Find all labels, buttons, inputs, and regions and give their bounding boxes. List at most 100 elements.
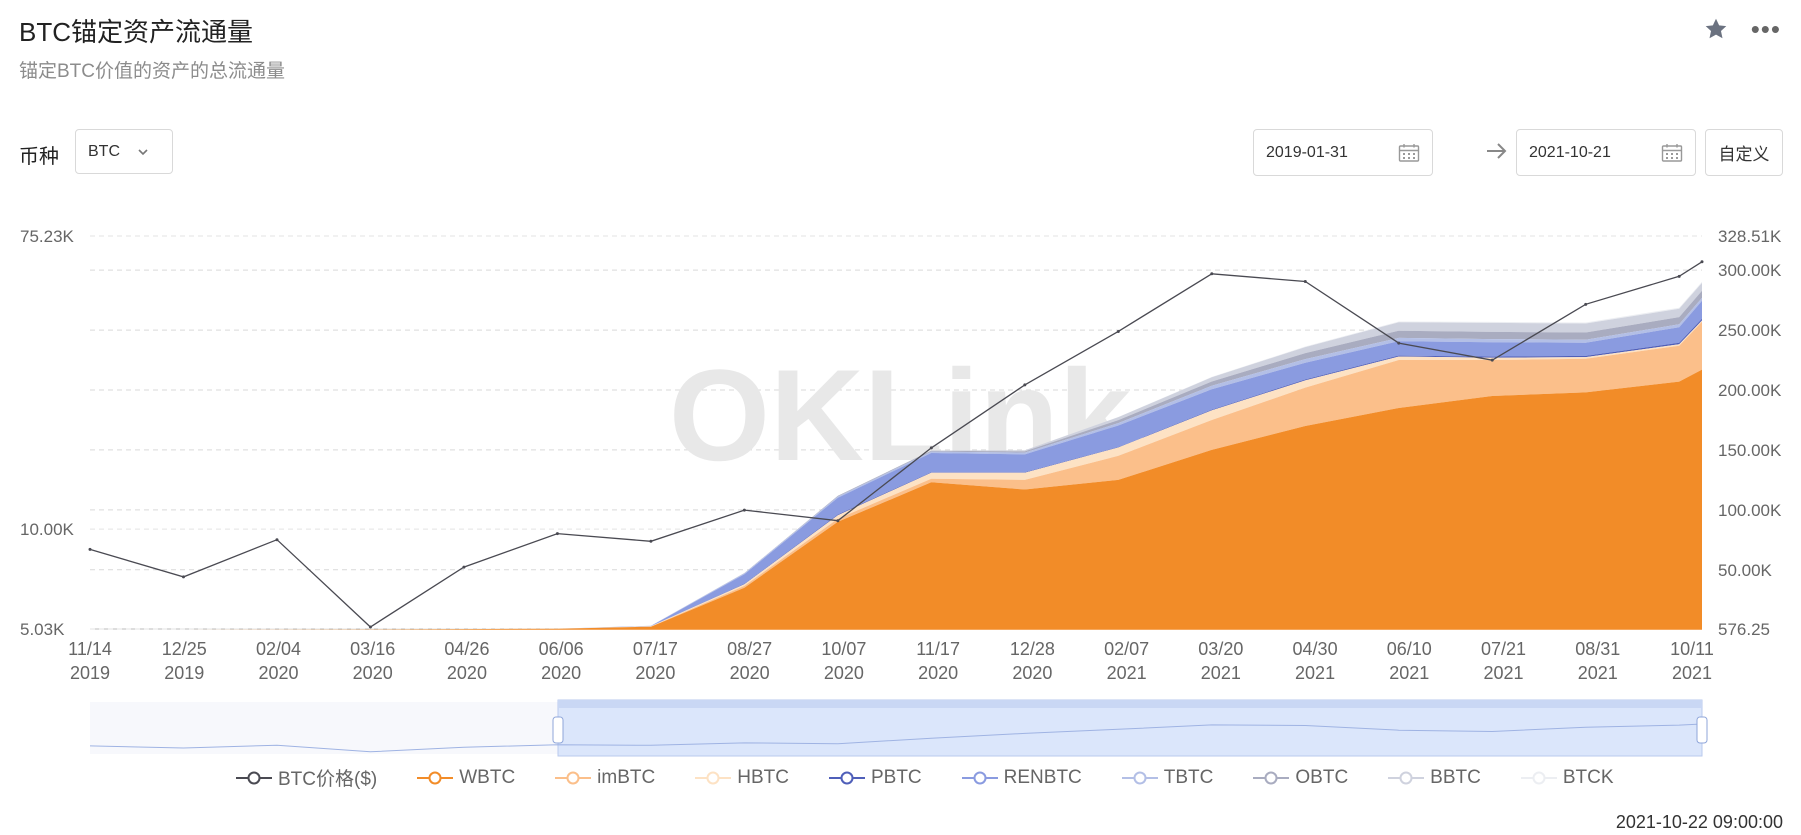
x-tick-label: 02/07	[1104, 639, 1149, 659]
btc-price-point	[275, 538, 279, 542]
right-tick-label: 50.00K	[1718, 561, 1773, 580]
start-date-input[interactable]: 2019-01-31	[1253, 129, 1433, 176]
left-axis-ticks: 75.23K 10.00K 5.03K	[20, 227, 75, 639]
btc-price-point	[649, 539, 653, 543]
legend-item[interactable]: BTCK	[1520, 764, 1614, 791]
zoom-window	[557, 699, 1703, 757]
x-tick-year: 2019	[70, 663, 110, 683]
legend-label: BTCK	[1562, 766, 1614, 788]
legend-item[interactable]: imBTC	[555, 764, 655, 791]
btc-price-point	[1584, 302, 1588, 306]
x-tick-label: 11/14	[68, 639, 112, 659]
custom-range-button[interactable]: 自定义	[1705, 129, 1783, 176]
btc-price-point	[1116, 329, 1120, 333]
x-tick-year: 2021	[1107, 663, 1147, 683]
x-tick-label: 10/07	[821, 639, 866, 659]
legend-label: imBTC	[597, 766, 656, 788]
right-tick-label: 328.51K	[1718, 227, 1782, 246]
zoom-handle-left	[552, 716, 564, 744]
x-tick-year: 2020	[918, 663, 958, 683]
stacked-areas	[90, 281, 1702, 630]
update-timestamp: 2021-10-22 09:00:00	[1615, 812, 1783, 832]
left-tick-label: 5.03K	[20, 620, 65, 639]
btc-price-point	[1677, 274, 1681, 278]
legend-label: PBTC	[870, 766, 922, 788]
end-date-value: 2021-10-21	[1529, 143, 1611, 161]
x-tick-year: 2021	[1578, 663, 1618, 683]
chevron-down-icon	[138, 148, 148, 155]
star-icon[interactable]	[1703, 16, 1729, 42]
x-tick-label: 06/10	[1387, 639, 1432, 659]
legend-item[interactable]: WBTC	[417, 764, 515, 791]
zoom-slider[interactable]	[89, 699, 1708, 757]
btc-price-point	[1210, 272, 1214, 276]
x-tick-label: 06/06	[539, 639, 584, 659]
x-tick-year: 2020	[258, 663, 298, 683]
x-tick-year: 2021	[1295, 663, 1335, 683]
page-subtitle: 锚定BTC价值的资产的总流通量	[19, 61, 286, 82]
x-tick-label: 03/16	[350, 639, 395, 659]
area-wbtc	[90, 369, 1702, 630]
btc-price-point	[368, 625, 372, 629]
legend-item[interactable]: BTC价格($)	[236, 764, 377, 791]
area-imbtc	[90, 321, 1702, 630]
legend-marker	[1388, 771, 1425, 784]
zoom-handle-right	[1696, 716, 1708, 744]
x-tick-year: 2020	[447, 663, 487, 683]
coin-select-value: BTC	[88, 142, 120, 160]
x-tick-year: 2021	[1389, 663, 1429, 683]
btc-price-point	[462, 565, 466, 569]
x-tick-year: 2021	[1484, 663, 1524, 683]
x-tick-label: 04/30	[1293, 639, 1338, 659]
right-tick-label: 150.00K	[1718, 441, 1782, 460]
left-tick-label: 10.00K	[20, 520, 75, 539]
legend-label: RENBTC	[1003, 766, 1082, 788]
legend-label: BBTC	[1430, 766, 1481, 788]
page-title: BTC锚定资产流通量	[19, 17, 254, 47]
legend-item[interactable]: PBTC	[828, 764, 922, 791]
x-tick-year: 2020	[1012, 663, 1052, 683]
legend-marker	[417, 771, 454, 784]
btc-price-point	[88, 547, 92, 551]
x-tick-year: 2020	[730, 663, 770, 683]
zoom-window-bar	[558, 700, 1702, 708]
legend-marker	[1121, 771, 1158, 784]
legend-item[interactable]: TBTC	[1121, 764, 1213, 791]
legend-item[interactable]: BBTC	[1388, 764, 1481, 791]
btc-price-point	[1490, 358, 1494, 362]
legend-label: BTC价格($)	[278, 769, 378, 790]
x-axis-ticks: 11/14 2019 12/25 2019 02/04 2020 03/16 2020 04/2…	[68, 639, 1714, 683]
right-tick-label: 200.00K	[1718, 381, 1782, 400]
legend-marker	[1253, 771, 1290, 784]
coin-select[interactable]: BTC	[75, 129, 173, 174]
right-tick-label: 300.00K	[1718, 261, 1782, 280]
left-tick-label: 75.23K	[20, 227, 75, 246]
right-tick-label: 250.00K	[1718, 321, 1782, 340]
calendar-icon	[1398, 143, 1420, 162]
btc-price-point	[1303, 280, 1307, 284]
x-tick-label: 10/11	[1670, 639, 1714, 659]
end-date-input[interactable]: 2021-10-21	[1516, 129, 1696, 176]
x-tick-year: 2020	[824, 663, 864, 683]
x-tick-year: 2020	[541, 663, 581, 683]
btc-price-point	[929, 446, 933, 450]
legend-item[interactable]: HBTC	[695, 764, 789, 791]
x-tick-label: 02/04	[256, 639, 301, 659]
btc-price-point	[1397, 341, 1401, 345]
more-icon[interactable]: •••	[1750, 14, 1781, 44]
right-tick-label: 576.25	[1718, 620, 1770, 639]
btc-price-point	[742, 508, 746, 512]
x-tick-label: 08/27	[727, 639, 772, 659]
calendar-icon	[1661, 143, 1683, 162]
btc-price-point	[1700, 260, 1704, 264]
x-tick-label: 03/20	[1198, 639, 1243, 659]
legend-item[interactable]: RENBTC	[961, 764, 1082, 791]
legend-label: WBTC	[459, 766, 516, 788]
legend-item[interactable]: OBTC	[1253, 764, 1348, 791]
btc-price-point	[555, 532, 559, 536]
btc-price-point	[181, 575, 185, 579]
legend-marker	[828, 771, 865, 784]
x-tick-label: 07/21	[1481, 639, 1526, 659]
legend-label: OBTC	[1295, 766, 1349, 788]
